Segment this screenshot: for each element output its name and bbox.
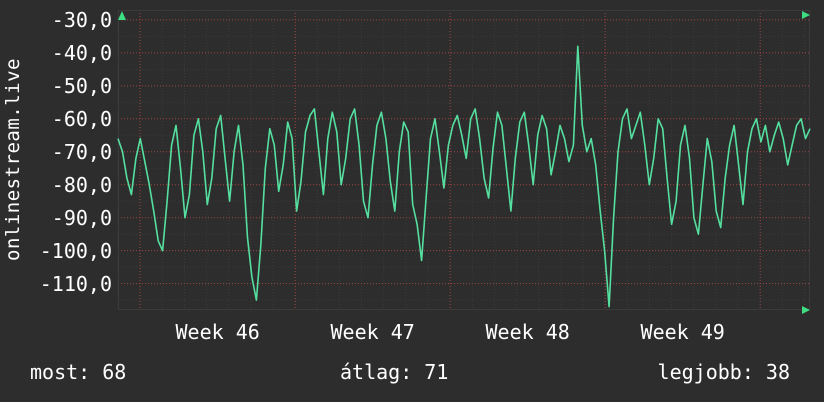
y-tick-label: -90,0 (51, 205, 112, 230)
stat-atlag: átlag: 71 (340, 360, 449, 384)
week-label: Week 46 (175, 320, 260, 344)
y-axis-arrow-icon (118, 11, 126, 20)
y-tick-label: -40,0 (51, 40, 112, 65)
x-axis-arrow-icon (802, 306, 810, 314)
stat-most: most: 68 (30, 360, 127, 384)
site-label: onlinestream.live (2, 58, 24, 262)
week-label: Week 49 (640, 320, 725, 344)
y-tick-label: -30,0 (51, 7, 112, 32)
y-tick-label: -50,0 (51, 73, 112, 98)
stat-legjobb: legjobb: 38 (657, 360, 790, 384)
y-tick-label: -70,0 (51, 139, 112, 164)
y-tick-label: -110,0 (39, 271, 112, 296)
top-right-arrow-icon (802, 11, 810, 19)
signal-line (117, 45, 811, 308)
plot-svg (117, 10, 811, 314)
grid-lines (117, 10, 810, 310)
y-tick-label: -80,0 (51, 172, 112, 197)
y-tick-label: -60,0 (51, 106, 112, 131)
week-label: Week 47 (330, 320, 415, 344)
y-tick-label: -100,0 (39, 238, 112, 263)
week-label: Week 48 (485, 320, 570, 344)
chart-area (117, 10, 811, 314)
